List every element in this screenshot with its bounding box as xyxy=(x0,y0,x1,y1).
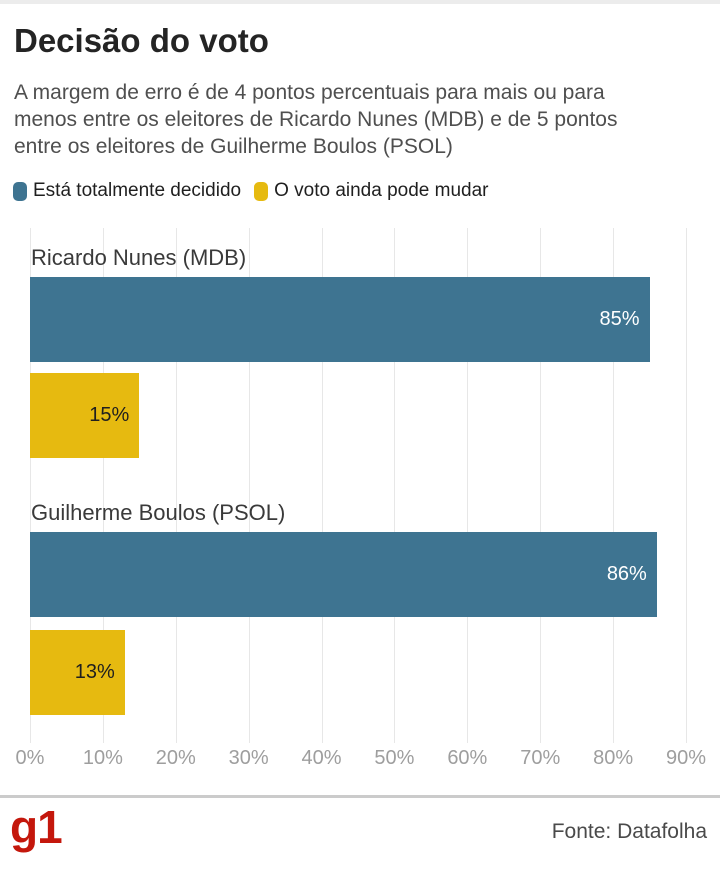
legend: Está totalmente decidido O voto ainda po… xyxy=(13,180,489,202)
legend-item-decided: Está totalmente decidido xyxy=(13,180,241,202)
subtitle-line: entre os eleitores de Guilherme Boulos (… xyxy=(14,135,453,158)
plot-area: Ricardo Nunes (MDB) 85% 15% Guilherme Bo… xyxy=(30,228,687,743)
x-tick-label: 10% xyxy=(82,747,123,769)
bar-boulos-can-change: 13% xyxy=(30,630,125,715)
bar-value-label: 13% xyxy=(74,661,115,683)
legend-item-can-change: O voto ainda pode mudar xyxy=(254,180,489,202)
chart-subtitle: A margem de erro é de 4 pontos percentua… xyxy=(14,79,714,160)
x-tick-label: 0% xyxy=(15,747,45,769)
bar-value-label: 85% xyxy=(599,308,640,330)
category-label-nunes: Ricardo Nunes (MDB) xyxy=(31,245,247,270)
legend-swatch-yellow-icon xyxy=(254,181,269,201)
gridline xyxy=(540,228,542,743)
legend-label-decided: Está totalmente decidido xyxy=(33,180,242,201)
page-title: Decisão do voto xyxy=(14,22,269,59)
gridline xyxy=(175,228,177,743)
x-tick-label: 90% xyxy=(665,747,707,769)
x-axis: 0% 10% 20% 30% 40% 50% 60% 70% 80% 90% xyxy=(16,747,706,771)
gridline xyxy=(30,228,31,743)
footer-divider xyxy=(0,795,720,798)
bar-boulos-decided: 86% xyxy=(30,532,657,617)
gridline xyxy=(102,228,104,743)
gridline xyxy=(248,228,250,743)
bar-nunes-decided: 85% xyxy=(30,277,650,362)
legend-swatch-blue-icon xyxy=(13,181,27,201)
x-tick-label: 40% xyxy=(301,747,342,769)
x-tick-label: 80% xyxy=(593,747,634,769)
subtitle-line: A margem de erro é de 4 pontos percentua… xyxy=(14,81,605,104)
gridline xyxy=(686,228,687,743)
g1-logo: g1 xyxy=(10,801,63,853)
x-tick-label: 20% xyxy=(155,747,196,769)
bar-nunes-can-change: 15% xyxy=(30,373,140,458)
x-tick-label: 70% xyxy=(520,747,561,769)
top-border-strip xyxy=(0,0,720,4)
category-label-boulos: Guilherme Boulos (PSOL) xyxy=(31,500,286,525)
bar-value-label: 15% xyxy=(89,404,130,426)
x-tick-label: 60% xyxy=(447,747,488,769)
gridline xyxy=(467,228,469,743)
x-tick-label: 50% xyxy=(374,747,415,769)
x-tick-label: 30% xyxy=(228,747,269,769)
gridline xyxy=(613,228,615,743)
gridline xyxy=(394,228,396,743)
gridline xyxy=(321,228,323,743)
legend-label-can-change: O voto ainda pode mudar xyxy=(274,180,489,201)
subtitle-line: menos entre os eleitores de Ricardo Nune… xyxy=(14,108,618,131)
source-credit: Fonte: Datafolha xyxy=(551,820,707,843)
bar-value-label: 86% xyxy=(606,563,647,585)
